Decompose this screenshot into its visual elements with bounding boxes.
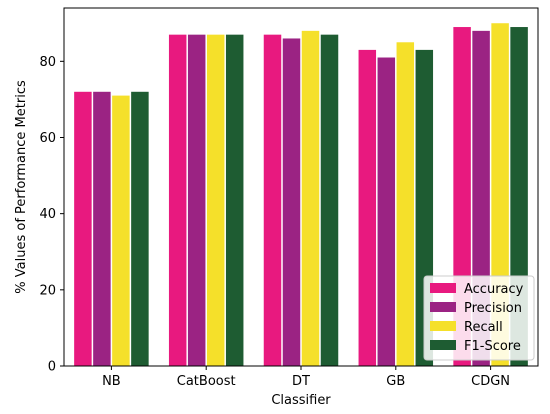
y-tick-label: 20 xyxy=(39,283,56,298)
bar-recall-catboost xyxy=(206,34,225,366)
legend-swatch-accuracy xyxy=(430,283,456,293)
y-axis-title: % Values of Performance Metrics xyxy=(14,80,29,294)
bar-precision-dt xyxy=(282,38,301,366)
bar-precision-gb xyxy=(377,57,396,366)
legend-label-recall: Recall xyxy=(464,320,503,335)
legend-label-accuracy: Accuracy xyxy=(464,282,524,297)
bar-recall-nb xyxy=(112,95,130,366)
legend-swatch-f1-score xyxy=(430,340,456,350)
x-tick-label-dt: DT xyxy=(292,374,310,389)
x-axis-title: Classifier xyxy=(271,393,331,408)
bar-f1-score-catboost xyxy=(225,34,244,366)
legend-swatch-recall xyxy=(430,321,456,331)
bars-group xyxy=(74,23,528,366)
bar-accuracy-catboost xyxy=(168,34,187,366)
x-tick-label-nb: NB xyxy=(102,374,121,389)
bar-precision-catboost xyxy=(187,34,206,366)
y-tick-label: 60 xyxy=(39,131,56,146)
legend-label-f1-score: F1-Score xyxy=(464,339,521,354)
plot-frame xyxy=(63,7,539,367)
bar-accuracy-nb xyxy=(74,91,92,366)
legend-label-precision: Precision xyxy=(464,301,522,316)
legend: Accuracy Precision Recall F1-Score xyxy=(423,275,535,361)
x-tick-label-gb: GB xyxy=(386,374,405,389)
bar-recall-gb xyxy=(396,42,415,366)
y-tick-label: 80 xyxy=(39,55,56,70)
bar-f1-score-dt xyxy=(320,34,339,366)
bar-precision-nb xyxy=(93,91,111,366)
bar-accuracy-gb xyxy=(358,49,377,366)
x-tick-label-catboost: CatBoost xyxy=(177,374,236,389)
y-tick-label: 40 xyxy=(39,207,56,222)
y-axis-ticks: 0 20 40 60 80 xyxy=(39,55,64,375)
x-tick-label-cdgn: CDGN xyxy=(471,374,510,389)
bar-accuracy-dt xyxy=(263,34,282,366)
legend-box xyxy=(423,275,535,361)
legend-swatch-precision xyxy=(430,302,456,312)
bar-f1-score-nb xyxy=(131,91,149,366)
y-tick-label: 0 xyxy=(48,360,56,375)
bar-recall-dt xyxy=(301,30,320,366)
x-axis-ticks: NB CatBoost DT GB CDGN xyxy=(102,366,510,389)
